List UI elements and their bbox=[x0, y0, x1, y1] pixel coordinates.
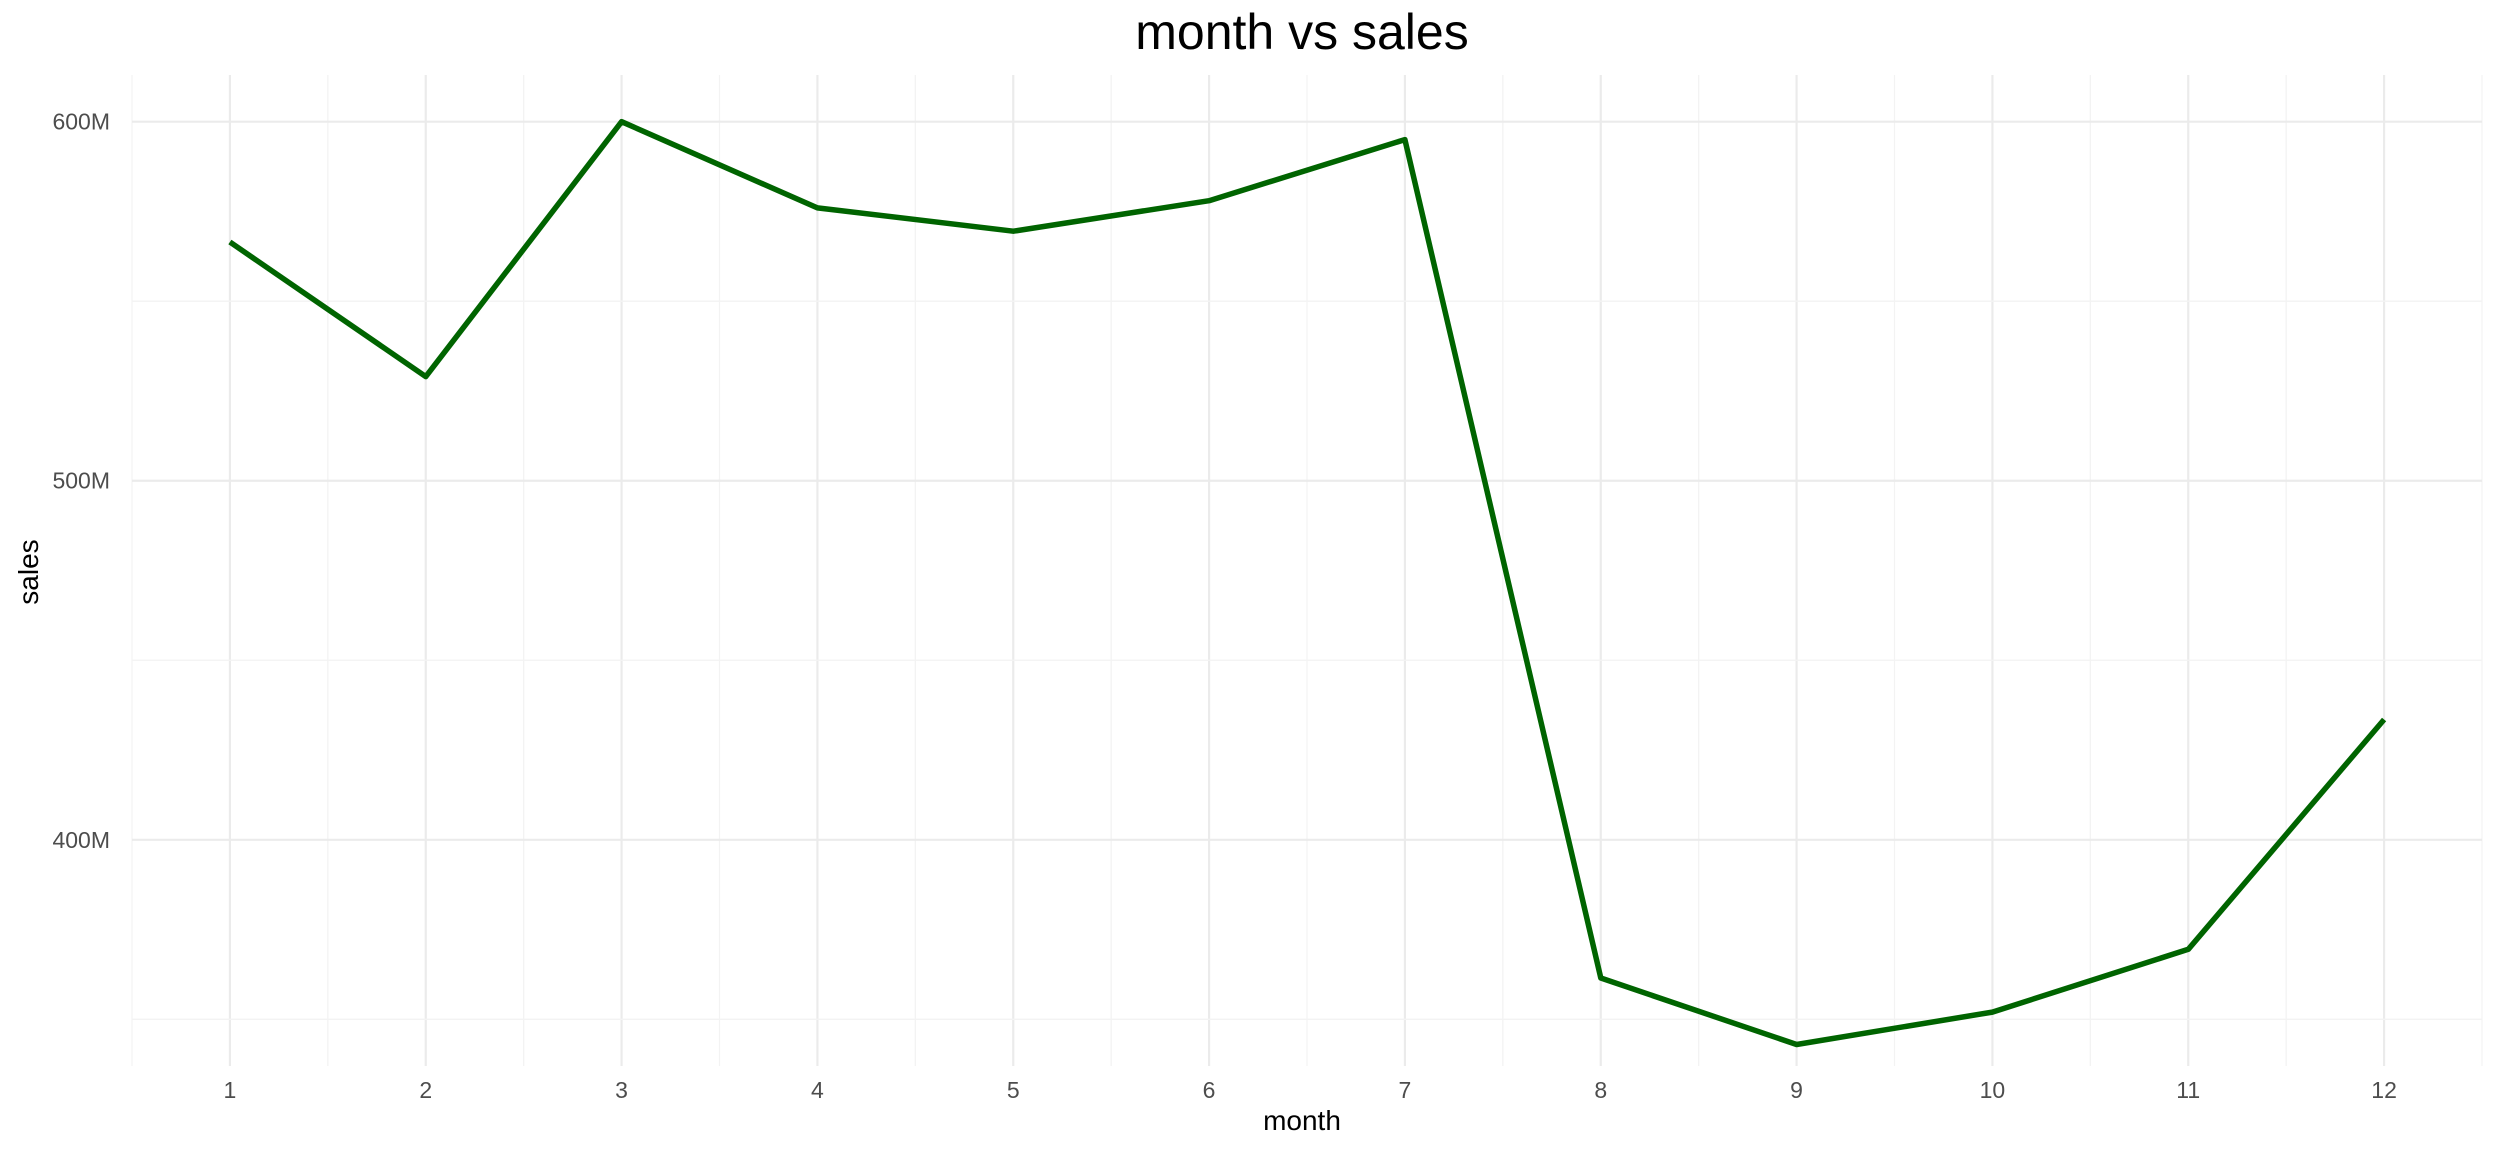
x-tick-label: 11 bbox=[2176, 1077, 2200, 1103]
y-tick-label: 500M bbox=[52, 468, 110, 494]
y-axis-title: sales bbox=[13, 539, 44, 604]
x-tick-label: 7 bbox=[1399, 1077, 1412, 1103]
x-tick-label: 12 bbox=[2371, 1077, 2397, 1103]
x-tick-label: 8 bbox=[1594, 1077, 1607, 1103]
x-tick-label: 1 bbox=[224, 1077, 237, 1103]
x-tick-label: 6 bbox=[1203, 1077, 1216, 1103]
y-tick-label: 600M bbox=[52, 109, 110, 135]
x-tick-label: 4 bbox=[811, 1077, 824, 1103]
series-layer bbox=[228, 118, 2387, 1048]
x-tick-label: 10 bbox=[1980, 1077, 2006, 1103]
chart-title: month vs sales bbox=[1135, 4, 1468, 60]
x-tick-label: 5 bbox=[1007, 1077, 1020, 1103]
x-axis-title: month bbox=[1263, 1105, 1341, 1136]
grid bbox=[131, 75, 2483, 1066]
x-tick-label: 9 bbox=[1790, 1077, 1803, 1103]
x-tick-label: 3 bbox=[615, 1077, 628, 1103]
x-tick-label: 2 bbox=[419, 1077, 432, 1103]
y-tick-label: 400M bbox=[52, 827, 110, 853]
sales-line bbox=[228, 118, 2387, 1048]
